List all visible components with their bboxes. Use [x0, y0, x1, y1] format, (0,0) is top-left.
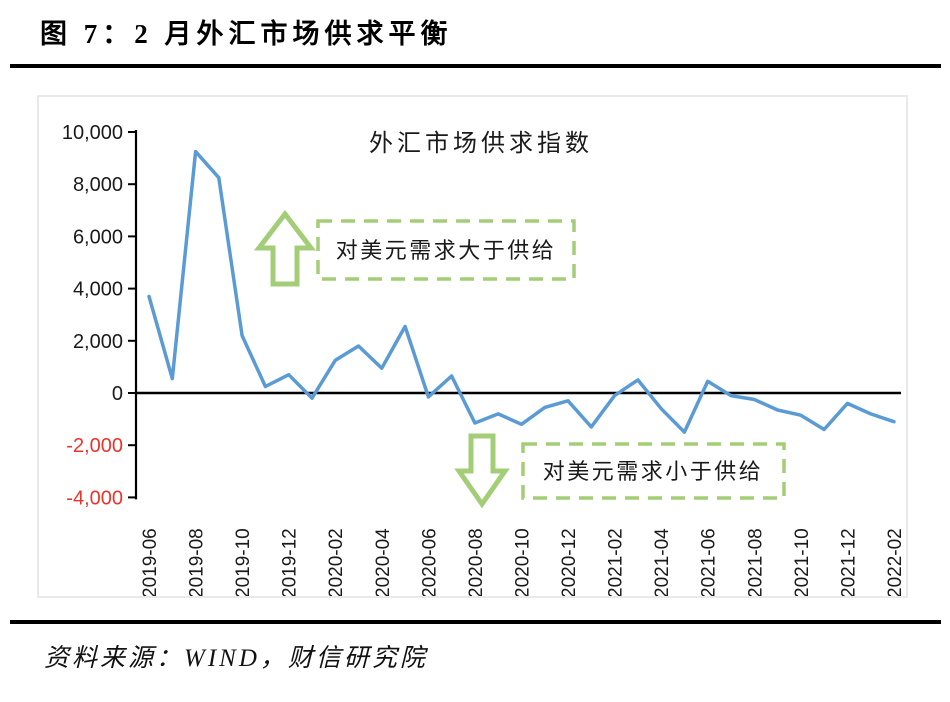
- x-tick-label: 2019-06: [140, 528, 161, 596]
- y-tick-label: 4,000: [73, 279, 123, 301]
- annotation-text-down: 对美元需求小于供给: [543, 459, 764, 484]
- title-divider: [10, 64, 941, 68]
- source-note: 资料来源：WIND，财信研究院: [44, 645, 428, 672]
- chart-panel: 10,000 8,000 6,000 4,000 2,000 0 -2,000 -4,000 2…: [37, 95, 908, 598]
- fx-supply-demand-line-chart: 10,000 8,000 6,000 4,000 2,000 0 -2,000 -4,000 2…: [62, 122, 906, 596]
- x-tick-label: 2019-08: [187, 528, 208, 596]
- footer-divider: [10, 620, 941, 624]
- x-tick-label: 2020-04: [373, 528, 394, 596]
- x-tick-label: 2019-12: [280, 528, 301, 596]
- y-tick-label: -2,000: [66, 435, 123, 457]
- x-tick-label: 2020-06: [419, 528, 440, 596]
- x-tick-label: 2021-06: [699, 528, 720, 596]
- y-tick-label: 6,000: [73, 226, 123, 248]
- x-tick-label: 2021-12: [838, 528, 859, 596]
- y-tick-label: 0: [112, 383, 123, 405]
- x-tick-label: 2020-08: [466, 528, 487, 596]
- annotation-box-up: [316, 219, 576, 281]
- figure-title: 图 7：2 月外汇市场供求平衡: [40, 19, 453, 49]
- x-tick-label: 2022-02: [885, 528, 906, 596]
- x-tick-label: 2021-08: [745, 528, 766, 596]
- down-arrow-icon: [454, 433, 510, 509]
- up-arrow-icon: [253, 209, 317, 287]
- annotation-text-up: 对美元需求大于供给: [336, 238, 557, 263]
- x-tick-label: 2020-10: [512, 528, 533, 596]
- y-tick-label: 2,000: [73, 331, 123, 353]
- x-tick-label: 2020-12: [559, 528, 580, 596]
- x-tick-label: 2021-04: [652, 528, 673, 596]
- y-tick-label: 10,000: [62, 122, 123, 144]
- series-line: [147, 149, 896, 434]
- x-tick-label: 2020-02: [326, 528, 347, 596]
- annotation-box-down: [521, 442, 786, 500]
- x-tick-label: 2021-10: [792, 528, 813, 596]
- chart-title: 外汇市场供求指数: [369, 130, 593, 157]
- x-tick-label: 2019-10: [233, 528, 254, 596]
- y-tick-label: 8,000: [73, 174, 123, 196]
- y-tick-label: -4,000: [66, 487, 123, 509]
- x-tick-label: 2021-02: [606, 528, 627, 596]
